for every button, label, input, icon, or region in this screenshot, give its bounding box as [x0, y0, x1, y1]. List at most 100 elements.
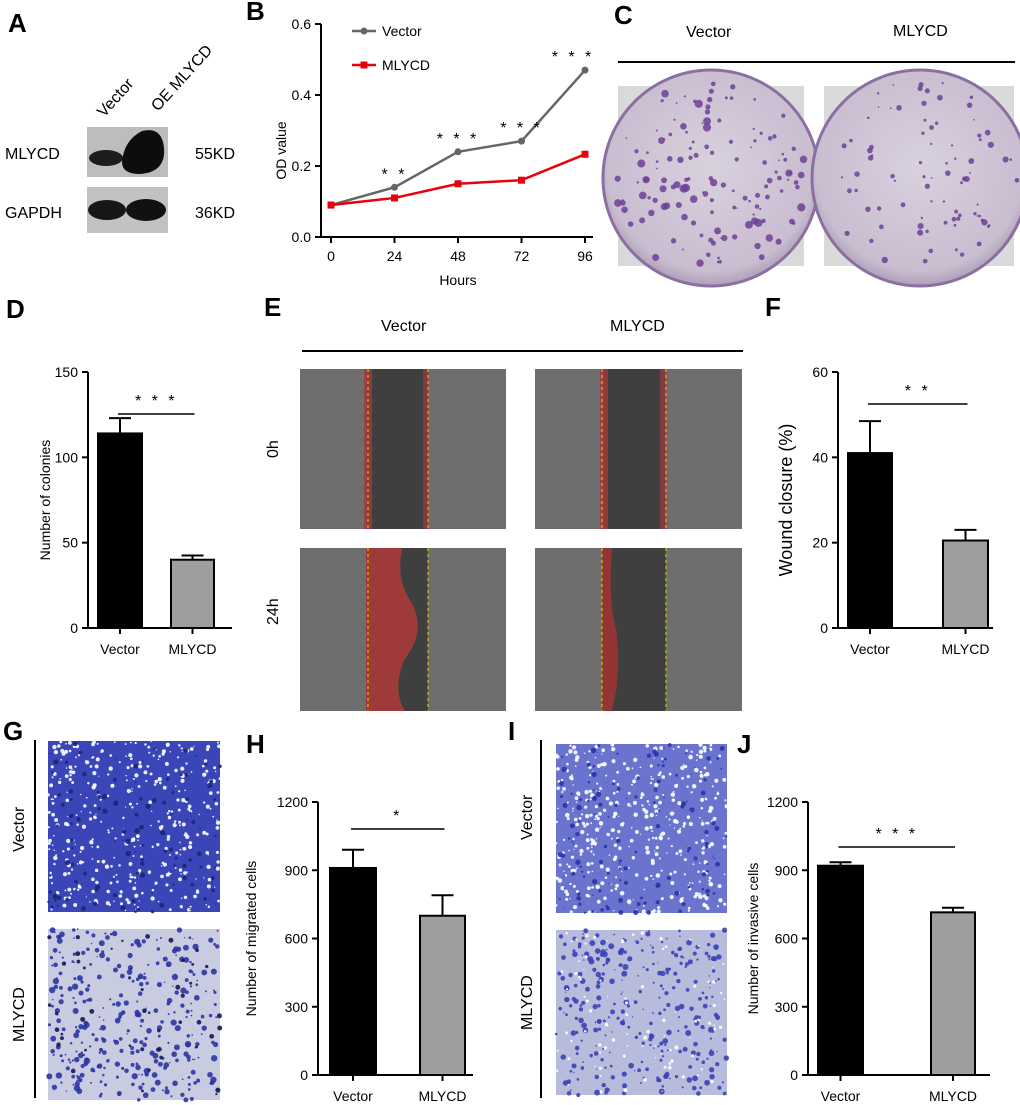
y-tick-label: 0.0	[292, 229, 312, 245]
significance-label: * *	[382, 166, 408, 183]
x-tick-label: MLYCD	[419, 1088, 467, 1104]
bar-mlycd	[930, 911, 976, 1077]
x-tick-label: Vector	[100, 641, 140, 657]
dish-header-vector: Vector	[686, 24, 732, 41]
bar-vector	[817, 864, 864, 1077]
migration-row-mlycd: MLYCD	[11, 987, 28, 1042]
bar-mlycd	[170, 558, 215, 630]
panel-label-h: H	[246, 729, 265, 759]
y-tick-label: 300	[775, 999, 799, 1015]
bar-mlycd	[419, 914, 466, 1076]
wound-image-vector-0h	[300, 369, 506, 529]
point-vector	[581, 66, 589, 74]
significance-label: * * *	[135, 393, 178, 410]
panel-f-bar-chart: F 0 20 40 60 Wound closure (%) Vector MLYCD * *	[765, 292, 993, 657]
panel-h-bar-chart: H 0 300 600 900 1200 Number of migrated cells…	[243, 729, 473, 1104]
panel-c: C Vector MLYCD	[601, 0, 1020, 288]
y-tick-label: 0	[820, 620, 828, 636]
y-tick-label: 900	[285, 862, 309, 878]
y-tick-label: 0.2	[292, 158, 312, 174]
wound-row-0h: 0h	[265, 440, 282, 458]
wound-image-mlycd-0h	[535, 369, 742, 529]
wound-header-mlycd: MLYCD	[610, 318, 665, 335]
legend-marker	[360, 27, 368, 35]
panel-i: I Vector MLYCD	[508, 716, 730, 1098]
wound-row-24h: 24h	[265, 598, 282, 625]
x-axis-label: Hours	[439, 272, 476, 288]
x-tick-label: MLYCD	[942, 641, 990, 657]
blot-mlycd	[87, 127, 168, 177]
legend-label: Vector	[382, 23, 422, 39]
panel-label-c: C	[614, 0, 633, 30]
blot-protein-gapdh: GAPDH	[5, 205, 62, 222]
legend-marker	[360, 61, 368, 69]
y-tick-label: 0	[790, 1067, 798, 1083]
x-tick-label: 96	[577, 248, 593, 264]
significance-label: * * *	[500, 120, 543, 137]
migration-image-mlycd	[46, 927, 223, 1103]
migration-image-vector	[46, 740, 222, 914]
y-tick-label: 0.4	[292, 87, 312, 103]
lane-label-oe-mlycd: OE MLYCD	[148, 42, 216, 115]
blot-protein-mlycd: MLYCD	[5, 146, 60, 163]
blot-size-55kd: 55KD	[195, 146, 235, 163]
y-axis-label: Wound closure (%)	[776, 424, 796, 577]
y-tick-label: 900	[775, 862, 799, 878]
dish-mlycd	[810, 68, 1020, 288]
point-vector	[518, 137, 525, 145]
panel-label-d: D	[6, 294, 25, 324]
y-tick-label: 0.6	[292, 16, 312, 32]
y-axis-label: Number of colonies	[37, 440, 53, 561]
x-tick-label: MLYCD	[929, 1088, 977, 1104]
y-axis-label: Number of invasive cells	[745, 863, 761, 1015]
y-tick-label: 1200	[767, 794, 798, 810]
x-tick-label: 0	[327, 248, 335, 264]
y-tick-label: 600	[285, 931, 309, 947]
panel-j-bar-chart: J 0 300 600 900 1200 Number of invasive cells…	[737, 729, 990, 1104]
panel-e: E Vector MLYCD 0h 24h	[264, 292, 743, 711]
x-tick-label: 24	[387, 248, 403, 264]
significance-label: * * *	[875, 826, 918, 843]
series-line-mlycd	[330, 153, 586, 207]
y-tick-label: 0	[300, 1067, 308, 1083]
blot-size-36kd: 36KD	[195, 205, 235, 222]
y-tick-label: 600	[775, 931, 799, 947]
lane-label-vector: Vector	[94, 75, 137, 121]
y-tick-label: 100	[55, 449, 79, 465]
x-tick-label: 72	[514, 248, 530, 264]
x-tick-label: MLYCD	[169, 641, 217, 657]
panel-label-j: J	[737, 729, 751, 759]
panel-a: A Vector OE MLYCD MLYCD GAPDH 55KD 36KD	[5, 8, 235, 233]
colonies-vector	[614, 81, 808, 267]
y-tick-label: 20	[812, 535, 828, 551]
wound-image-vector-24h	[300, 548, 506, 711]
y-tick-label: 150	[55, 364, 79, 380]
colonies-mlycd	[840, 82, 1020, 264]
point-mlycd	[454, 180, 462, 188]
x-tick-label: Vector	[821, 1088, 861, 1104]
dish-vector	[601, 68, 821, 288]
panel-label-b: B	[246, 0, 265, 26]
panel-label-e: E	[264, 292, 281, 322]
dish-header-mlycd: MLYCD	[893, 23, 948, 40]
point-vector	[454, 148, 462, 156]
invasion-image-vector	[554, 742, 729, 915]
wound-image-mlycd-24h	[535, 548, 742, 711]
panel-label-i: I	[508, 716, 515, 746]
x-tick-label: Vector	[850, 641, 890, 657]
panel-label-g: G	[3, 716, 23, 746]
bar-vector	[329, 866, 377, 1076]
point-mlycd	[391, 194, 398, 202]
wound-header-vector: Vector	[381, 318, 427, 335]
point-vector	[391, 183, 398, 191]
bar-vector	[847, 452, 893, 630]
significance-label: *	[393, 808, 402, 825]
point-mlycd	[581, 150, 589, 158]
point-mlycd	[327, 201, 335, 209]
significance-label: * * *	[552, 49, 595, 66]
x-tick-label: 48	[450, 248, 466, 264]
significance-label: * *	[905, 383, 931, 400]
panel-d-bar-chart: D 0 50 100 150 Number of colonies Vector MLYCD…	[6, 294, 232, 657]
y-tick-label: 50	[62, 535, 78, 551]
